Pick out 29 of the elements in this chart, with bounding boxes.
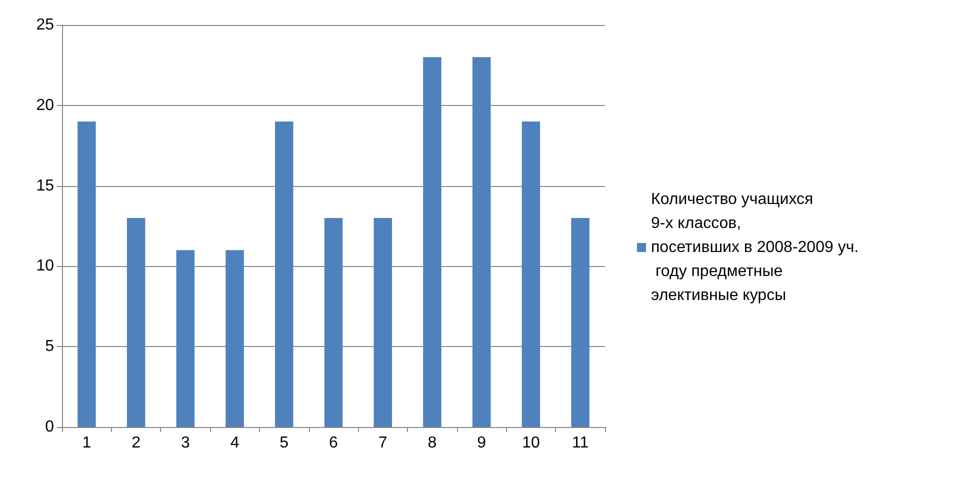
bar (275, 121, 294, 427)
x-tick-label: 8 (428, 434, 437, 452)
y-tick-label: 0 (45, 418, 54, 436)
x-tick-label: 11 (572, 434, 589, 452)
bar (78, 121, 96, 427)
x-tick-label: 10 (522, 434, 540, 452)
x-tick-label: 5 (280, 434, 289, 452)
x-tick-label: 6 (329, 434, 338, 452)
x-tick-label: 9 (477, 434, 486, 452)
y-tick-label: 15 (36, 177, 54, 194)
x-tick-label: 3 (180, 434, 190, 452)
x-tick-label: 4 (230, 434, 240, 452)
legend-label: Количество учащихся 9-х классов, посетивших в 2008-2009 уч. году предметные элективные курсы (651, 191, 859, 304)
x-tick-label: 1 (82, 434, 92, 452)
bar (571, 218, 590, 427)
y-tick-label: 25 (36, 16, 54, 34)
bar (126, 218, 146, 427)
x-tick-label: 2 (132, 434, 141, 452)
bar (472, 57, 491, 427)
bar (226, 250, 244, 427)
bar (176, 250, 195, 427)
y-tick-label: 20 (36, 96, 54, 114)
y-tick-label: 5 (45, 338, 54, 356)
bar (374, 218, 392, 427)
x-tick-label: 7 (378, 434, 388, 452)
bar (324, 218, 343, 427)
bar (423, 57, 442, 427)
y-tick-label: 10 (36, 258, 54, 275)
bar (522, 121, 540, 427)
